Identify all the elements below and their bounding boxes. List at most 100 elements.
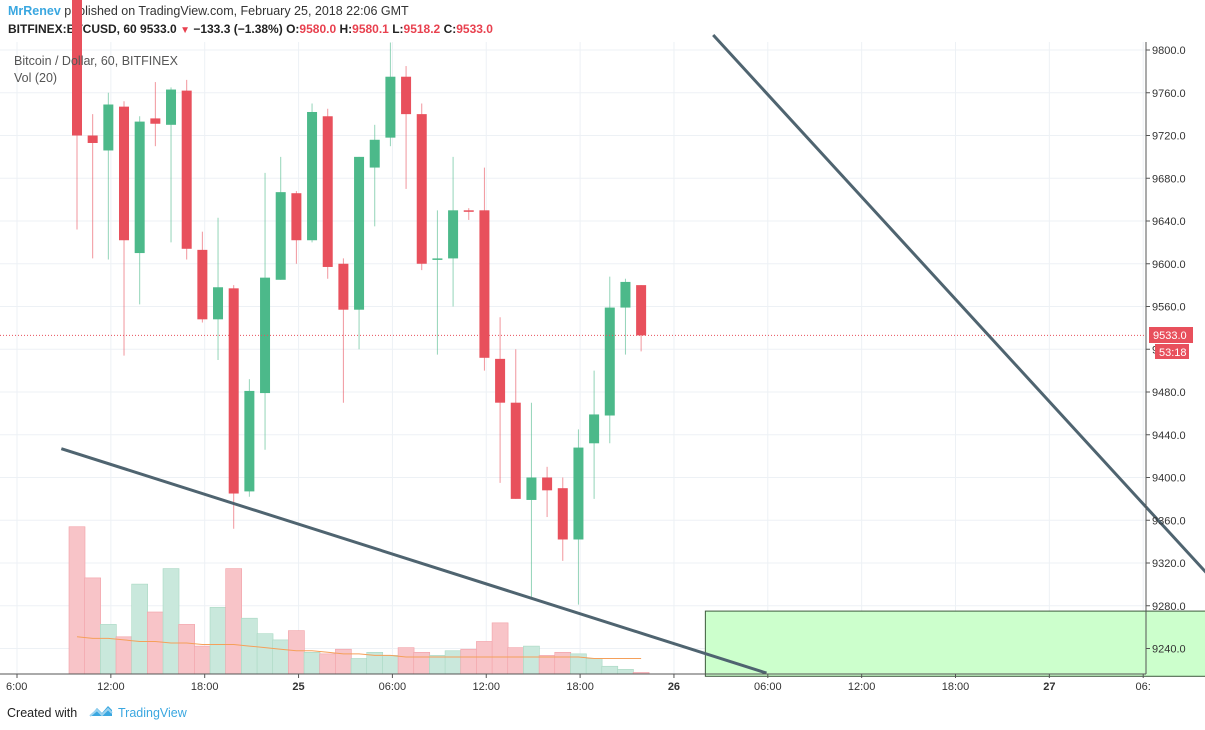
publish-info: MrRenev published on TradingView.com, Fe…: [8, 4, 409, 18]
price-tick-label: 9240.0: [1152, 644, 1186, 656]
volume-bar: [413, 651, 431, 675]
candle-body: [228, 288, 239, 494]
candle-body: [307, 111, 318, 241]
volume-bar: [397, 647, 415, 675]
candle-body: [181, 90, 192, 249]
time-tick-label: 27: [1043, 681, 1055, 693]
price-chart[interactable]: 9800.0 9760.0 9720.0 9680.0 9640.0 9600.0 9560…: [0, 0, 1205, 698]
volume-bar: [460, 648, 478, 675]
symbol-ohlc-line: BITFINEX:BTCUSD, 60 9533.0 ▼ −133.3 (−1.…: [8, 22, 493, 36]
volume-bar: [162, 568, 180, 675]
price-tick-label: 9360.0: [1152, 515, 1186, 527]
price-tick-label: 9560.0: [1152, 302, 1186, 314]
volume-bar: [84, 577, 101, 675]
price-change: −133.3 (−1.38%): [193, 22, 283, 36]
volume-bar: [476, 641, 493, 675]
volume-bar: [444, 650, 462, 675]
close-value: 9533.0: [456, 22, 493, 36]
volume-bar: [382, 655, 399, 675]
time-tick-label: 12:00: [97, 681, 125, 693]
candle-body: [322, 116, 333, 267]
price-tick-label: 9640.0: [1152, 216, 1186, 228]
candle-body: [291, 193, 302, 241]
last-price: 9533.0: [140, 22, 177, 36]
candle-body: [432, 258, 443, 260]
volume-bar: [350, 658, 368, 675]
published-text: published on TradingView.com, February 2…: [64, 4, 409, 18]
legend-volume: Vol (20): [14, 71, 57, 85]
volume-bar: [131, 583, 148, 675]
volume-bar: [147, 611, 164, 675]
candle-body: [589, 414, 600, 444]
tradingview-link[interactable]: TradingView: [118, 706, 187, 720]
price-tick-label: 9400.0: [1152, 473, 1186, 485]
time-badge-bg: [1155, 344, 1189, 359]
candle-body: [463, 210, 474, 212]
volume-bar: [209, 607, 227, 675]
candle-body: [604, 307, 615, 416]
time-tick-label: 12:00: [472, 681, 500, 693]
candle-body: [510, 402, 521, 499]
high-label: H:: [339, 22, 353, 36]
trendline-upper[interactable]: [712, 34, 1205, 597]
volume-bar: [523, 645, 540, 675]
price-badge-bg: [1149, 327, 1193, 343]
volume-bar: [68, 526, 86, 675]
time-tick-label: 26: [668, 681, 680, 693]
tradingview-logo-icon[interactable]: [88, 703, 114, 721]
volume-bar: [115, 636, 133, 675]
high-value: 9580.1: [352, 22, 389, 36]
candlesticks: [72, 0, 647, 605]
price-tick-label: 9320.0: [1152, 558, 1186, 570]
candle-body: [87, 135, 98, 143]
time-tick-label: 6:00: [6, 681, 27, 693]
time-tick-label: 06:00: [379, 681, 407, 693]
candle-body: [542, 477, 553, 491]
volume-ma-line: [76, 636, 642, 659]
candle-body: [495, 358, 506, 403]
candle-body: [401, 76, 412, 115]
volume-bar: [178, 624, 195, 675]
candle-body: [369, 139, 380, 168]
volume-bar: [507, 647, 525, 675]
candle-body: [526, 477, 537, 500]
candle-body: [103, 104, 114, 151]
price-tick-label: 9760.0: [1152, 88, 1186, 100]
time-tick-label: 06:: [1136, 681, 1151, 693]
volume-bar: [225, 568, 242, 675]
legend-title: Bitcoin / Dollar, 60, BITFINEX: [14, 54, 179, 68]
time-tick-label: 18:00: [191, 681, 219, 693]
volume-bar: [617, 669, 634, 675]
candle-body: [479, 210, 490, 358]
price-tick-label: 9480.0: [1152, 387, 1186, 399]
volume-bar: [288, 630, 305, 675]
candle-body: [275, 192, 286, 280]
candle-body: [72, 0, 82, 136]
price-tick-label: 9800.0: [1152, 45, 1186, 57]
volume-bar: [319, 653, 337, 675]
price-tick-label: 9720.0: [1152, 131, 1186, 143]
volume-bar: [256, 633, 274, 675]
volume-bar: [538, 655, 556, 675]
time-tick-label: 18:00: [566, 681, 594, 693]
footer: Created with TradingView: [0, 698, 1205, 730]
candle-body: [385, 76, 396, 138]
trendline-lower[interactable]: [60, 447, 767, 675]
price-tick-label: 9440.0: [1152, 430, 1186, 442]
candle-body: [636, 285, 647, 336]
open-label: O:: [286, 22, 300, 36]
time-badge: 53:18: [1159, 347, 1187, 359]
price-tick-label: 9680.0: [1152, 173, 1186, 185]
candle-body: [354, 156, 365, 310]
down-arrow-icon: ▼: [180, 25, 190, 36]
low-value: 9518.2: [403, 22, 441, 36]
volume-bar: [194, 645, 211, 675]
volume-bar: [491, 622, 509, 675]
author-link[interactable]: MrRenev: [8, 4, 61, 18]
candle-body: [134, 121, 145, 254]
volume-bar: [429, 655, 446, 675]
open-value: 9580.0: [299, 22, 337, 36]
candle-body: [557, 488, 568, 540]
low-label: L:: [392, 22, 404, 36]
target-zone[interactable]: [704, 610, 1205, 677]
